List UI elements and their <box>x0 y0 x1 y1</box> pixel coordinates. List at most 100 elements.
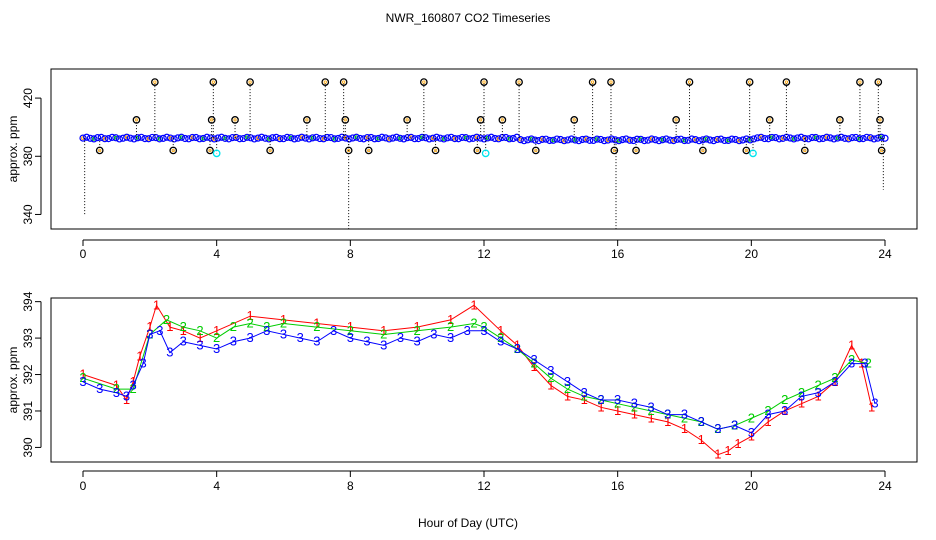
bottom-point-2: 2 <box>497 330 504 345</box>
top-baseline-point <box>411 135 419 143</box>
top-baseline-inner <box>518 137 523 142</box>
bottom-y-tick-label: 391 <box>21 401 35 421</box>
top-x-tick-label: 20 <box>745 247 759 261</box>
top-y-tick-label: 380 <box>21 146 35 166</box>
top-flag-inner <box>687 80 692 84</box>
top-baseline-point <box>527 135 535 143</box>
top-baseline-point <box>812 133 820 142</box>
top-flag-inner <box>134 118 139 122</box>
top-flag-inner <box>803 148 807 153</box>
top-baseline-point <box>597 135 605 144</box>
top-baseline-inner <box>332 136 337 141</box>
top-baseline-point <box>451 134 459 143</box>
top-baseline-inner <box>562 138 567 143</box>
top-baseline-point <box>425 135 433 143</box>
bottom-point-3: 3 <box>130 377 137 392</box>
bottom-point-3: 3 <box>380 337 387 352</box>
top-flag-point <box>431 146 440 155</box>
bottom-point-1: 1 <box>130 374 137 389</box>
top-baseline-point <box>549 136 557 144</box>
top-panel: 0 4 8 12 16 20 24 340 380 420 approx. ppm <box>6 68 918 261</box>
bottom-x-tick-label: 16 <box>611 479 625 493</box>
top-flag-inner <box>342 80 346 84</box>
top-baseline-point <box>662 135 670 143</box>
bottom-point-1: 1 <box>497 323 504 338</box>
top-flag-point <box>607 78 615 86</box>
top-flag-point <box>610 146 619 155</box>
bottom-point-2: 2 <box>581 388 588 403</box>
top-baseline-point <box>728 135 736 143</box>
bottom-y-axis-label: approx. ppm <box>6 347 20 414</box>
top-baseline-point <box>571 136 579 144</box>
bottom-point-2: 2 <box>246 316 253 331</box>
top-baseline-point <box>866 134 875 142</box>
top-flag-point <box>169 146 178 155</box>
bottom-point-2: 2 <box>347 323 354 338</box>
top-baseline-point <box>433 133 441 141</box>
top-baseline-point <box>823 133 831 141</box>
top-baseline-point <box>323 133 331 142</box>
bottom-point-1: 1 <box>136 348 143 363</box>
bottom-point-3: 3 <box>631 396 638 411</box>
top-baseline-point <box>86 134 94 142</box>
top-baseline-point <box>316 134 324 143</box>
top-flag-point <box>207 116 216 124</box>
top-baseline-point <box>870 135 878 143</box>
bottom-point-3: 3 <box>664 407 671 422</box>
top-flag-inner <box>572 118 576 122</box>
bottom-point-2: 2 <box>564 381 571 396</box>
top-baseline-point <box>276 135 284 143</box>
top-flag-inner <box>208 148 212 153</box>
top-baseline-inner <box>485 136 490 140</box>
bottom-x-tick-label: 24 <box>878 479 892 493</box>
top-baseline-point <box>279 135 288 143</box>
top-x-tick-label: 0 <box>80 247 87 261</box>
top-baseline-inner <box>770 135 774 140</box>
top-baseline-point <box>166 134 175 142</box>
top-flag-inner <box>475 148 479 153</box>
bottom-point-1: 1 <box>146 319 153 334</box>
bottom-point-1: 1 <box>681 421 688 436</box>
top-baseline-point <box>779 134 787 142</box>
top-x-tick-label: 16 <box>611 247 625 261</box>
top-flag-point <box>231 116 239 124</box>
top-baseline-point <box>473 133 481 141</box>
bottom-point-3: 3 <box>213 341 220 356</box>
top-baseline-point <box>247 134 255 142</box>
top-baseline-point <box>312 133 320 141</box>
top-baseline-point <box>199 134 207 143</box>
top-baseline-point <box>254 134 262 142</box>
top-flag-point <box>699 146 707 155</box>
top-flag-point <box>209 78 218 86</box>
top-baseline-point <box>389 134 397 142</box>
top-baseline-point <box>542 135 550 143</box>
top-flag-point <box>473 146 482 155</box>
bottom-point-3: 3 <box>714 421 721 436</box>
bottom-point-3: 3 <box>731 418 738 433</box>
top-baseline-inner <box>190 135 195 140</box>
top-baseline-point <box>232 133 240 142</box>
top-baseline-point <box>844 135 853 143</box>
top-flag-inner <box>210 118 214 122</box>
top-baseline-point <box>691 135 700 144</box>
top-baseline-inner <box>595 137 599 142</box>
top-flag-inner <box>323 80 327 84</box>
bottom-x-tick-label: 12 <box>477 479 491 493</box>
top-baseline-point <box>855 135 864 143</box>
bottom-point-3: 3 <box>363 334 370 349</box>
bottom-point-3: 3 <box>764 407 771 422</box>
top-baseline-point <box>458 133 466 142</box>
top-baseline-point <box>593 135 601 143</box>
top-baseline-point <box>629 136 638 145</box>
top-baseline-point <box>301 134 309 142</box>
top-baseline-inner <box>802 136 807 141</box>
top-baseline-inner <box>168 136 173 140</box>
top-baseline-point <box>440 135 448 143</box>
top-flag-point <box>836 116 844 124</box>
bottom-point-2: 2 <box>380 326 387 341</box>
top-baseline-inner <box>398 136 403 141</box>
top-baseline-inner <box>474 135 479 140</box>
top-flag-inner <box>171 148 175 153</box>
top-baseline-inner <box>452 136 457 141</box>
